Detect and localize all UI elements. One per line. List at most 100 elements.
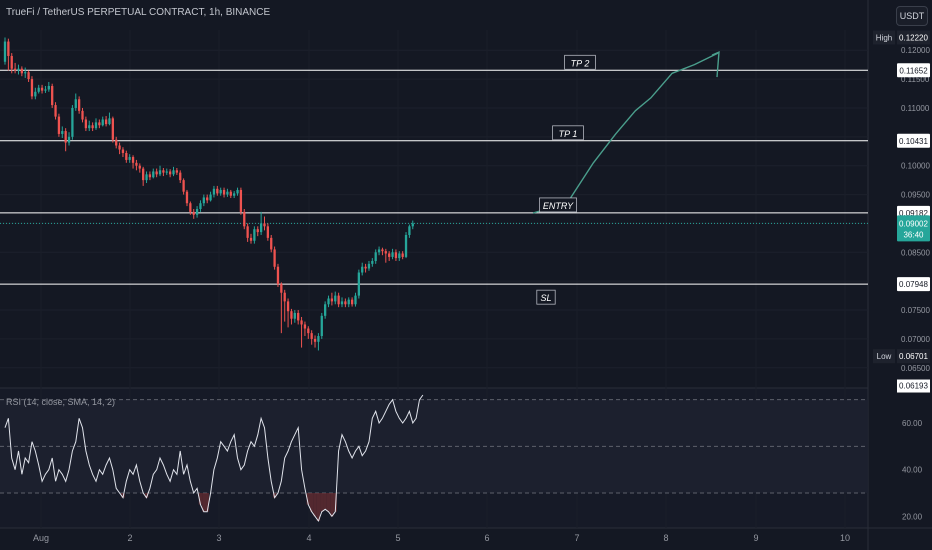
candle-body (51, 86, 54, 106)
candle-body (243, 211, 246, 227)
level-annotation-box (539, 197, 577, 213)
candle-body (135, 162, 138, 166)
candle-body (155, 171, 158, 175)
rsi-oversold-fill (198, 493, 203, 505)
candle-body (20, 68, 23, 74)
rsi-indicator-label[interactable]: RSI (14, close, SMA, 14, 2) (6, 397, 116, 407)
candle-body (229, 191, 232, 196)
time-tick-label: 9 (753, 533, 758, 543)
rsi-oversold-fill (313, 493, 317, 517)
candle-body (283, 292, 286, 302)
candle-body (148, 174, 152, 178)
candle-body (246, 226, 249, 238)
candle-body (179, 172, 182, 181)
time-tick-label: 4 (306, 533, 311, 543)
time-tick-label: 6 (484, 533, 489, 543)
candle-body (121, 149, 125, 153)
candle-body (84, 119, 88, 129)
price-tick-label: 0.09500 (901, 191, 930, 200)
candle-body (324, 304, 327, 316)
time-tick-label: 8 (663, 533, 668, 543)
candle-body (206, 197, 209, 201)
candle-body (377, 249, 381, 253)
candle-body (408, 226, 411, 235)
candle-body (24, 72, 27, 74)
projection-arrowhead (711, 50, 720, 78)
candle-body (219, 189, 222, 194)
candle-body (303, 324, 307, 329)
candle-body (128, 157, 131, 160)
bottom-price-bg (897, 379, 930, 393)
symbol-title: TrueFi / TetherUS PERPETUAL CONTRACT, 1h… (6, 7, 271, 18)
candle-body (64, 131, 67, 143)
candle-body (88, 125, 91, 129)
candle-body (57, 116, 61, 134)
level-price-tag (897, 277, 930, 292)
candle-body (310, 333, 313, 339)
candle-body (145, 174, 148, 181)
candle-body (300, 320, 303, 325)
candle-body (142, 168, 145, 181)
time-tick-label: 3 (216, 533, 221, 543)
candle-body (40, 87, 44, 91)
candle-body (44, 89, 47, 91)
price-tick-label: 0.11000 (901, 104, 930, 113)
rsi-oversold-fill (326, 493, 331, 512)
rsi-oversold-fill (330, 493, 334, 517)
candle-body (357, 272, 360, 296)
price-tick-label: 0.10000 (901, 162, 930, 171)
candle-body (334, 295, 337, 302)
currency-button[interactable]: USDT (896, 6, 928, 26)
axis-layer: 0.120000.115000.110000.105000.100000.095… (33, 30, 930, 543)
candle-body (253, 229, 256, 241)
candle-body (67, 136, 71, 143)
candle-body (286, 301, 290, 312)
candle-body (327, 298, 330, 305)
candle-body (411, 223, 414, 227)
candle-body (273, 249, 276, 267)
price-tick-label: 0.07500 (901, 306, 930, 315)
candle-body (37, 87, 40, 92)
rsi-line (4, 394, 424, 523)
candle-body (297, 312, 300, 321)
candle-body (98, 122, 101, 126)
candle-body (27, 72, 30, 80)
candle-body (47, 86, 50, 90)
level-annotation-text: ENTRY (543, 201, 574, 211)
level-annotation-box (552, 125, 584, 141)
candle-body (394, 252, 398, 259)
candle-body (158, 170, 162, 175)
candle-body (115, 139, 118, 146)
level-price-label: 0.09182 (899, 209, 928, 218)
candle-body (209, 194, 212, 201)
price-tick-label: 0.12000 (901, 46, 930, 55)
low-tag: Low (877, 352, 892, 361)
low-price-bg (897, 349, 930, 364)
high-tag-bg (873, 30, 895, 45)
levels-layer (0, 69, 868, 285)
candle-body (91, 125, 94, 129)
time-tick-label: 7 (574, 533, 579, 543)
rsi-oversold-fill (306, 493, 310, 505)
candle-body (371, 260, 374, 264)
candle-body (350, 299, 354, 305)
high-price-bg (897, 30, 930, 45)
candle-body (199, 203, 202, 209)
price-tick-label: 0.11500 (901, 75, 930, 84)
high-price-label: 0.12220 (899, 34, 928, 43)
time-tick-label: 10 (840, 533, 850, 543)
candle-body (233, 193, 236, 196)
candle-body (162, 170, 165, 173)
candle-body (266, 226, 270, 238)
candle-body (185, 191, 189, 204)
rsi-tick-label: 40.00 (902, 466, 923, 475)
candle-body (111, 118, 114, 140)
candle-body (222, 189, 226, 195)
candle-body (401, 253, 404, 257)
candle-body (189, 203, 192, 212)
candle-body (337, 295, 340, 305)
level-annotation-box (536, 289, 556, 305)
candles-layer (3, 37, 414, 351)
level-annotation-text: TP 1 (559, 129, 578, 139)
